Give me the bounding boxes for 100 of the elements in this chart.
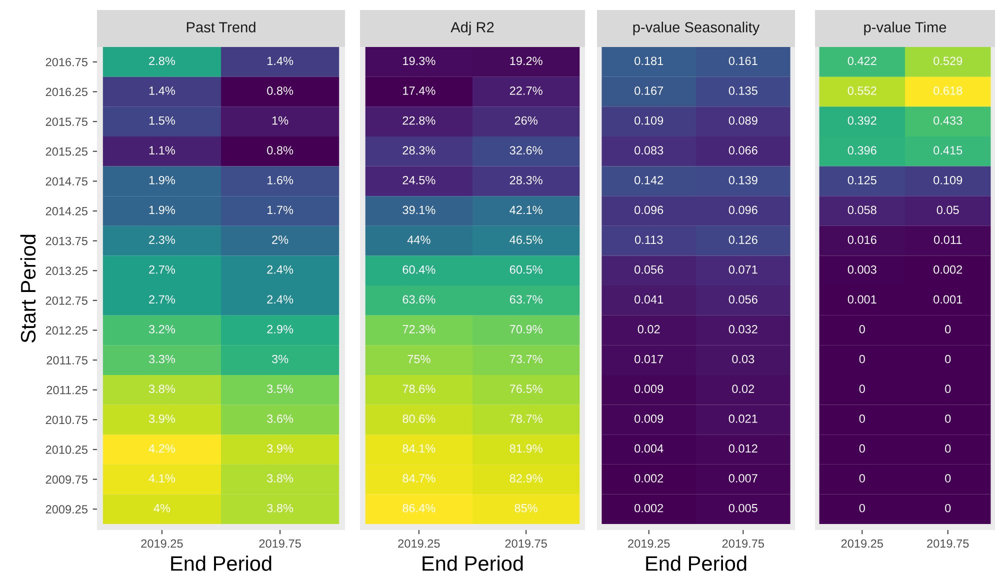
data-label: 63.6% — [402, 295, 436, 304]
data-label: 26% — [514, 116, 538, 125]
data-label: 3.9% — [148, 414, 175, 423]
data-label: 4.2% — [148, 444, 175, 453]
data-label: 0.017 — [634, 354, 664, 364]
data-label: 1.6% — [267, 176, 294, 184]
data-label: 1.7% — [267, 206, 294, 214]
y-tick-label: 2016.75 — [46, 58, 88, 66]
data-label: 0.02 — [638, 325, 660, 334]
data-label: 2.3% — [149, 236, 175, 244]
data-label: 60.5% — [510, 265, 542, 274]
data-label: 0.066 — [728, 146, 758, 155]
data-label: 0.009 — [634, 384, 664, 394]
y-tick-label: 2011.25 — [46, 386, 88, 394]
data-label: 17.4% — [403, 86, 436, 95]
x-tick-label: 2019.25 — [398, 539, 440, 548]
data-label: 1.1% — [149, 146, 175, 154]
x-axis-title: End Period — [171, 556, 272, 571]
data-label: 32.6% — [510, 146, 542, 155]
data-label: 0 — [945, 474, 951, 482]
data-label: 78.6% — [402, 384, 436, 394]
x-axis-title: End Period — [422, 556, 523, 571]
data-label: 0.552 — [848, 86, 876, 95]
data-label: 1.4% — [267, 56, 294, 66]
data-label: 28.3% — [402, 146, 436, 155]
data-label: 0.002 — [634, 504, 664, 512]
data-label: 0 — [945, 444, 951, 453]
data-label: 4.1% — [148, 474, 175, 482]
chart-title: Past Trend — [186, 22, 256, 32]
data-label: 2.7% — [149, 265, 175, 274]
data-label: 22.7% — [510, 86, 542, 95]
data-label: 0 — [945, 384, 951, 394]
data-label: 0 — [945, 414, 951, 423]
data-label: 3.8% — [267, 504, 294, 512]
data-label: 0.007 — [728, 474, 758, 482]
y-tick-label: 2011.75 — [46, 356, 88, 364]
data-label: 0.03 — [732, 354, 754, 364]
y-tick-label: 2015.75 — [46, 118, 88, 126]
data-label: 0.032 — [728, 325, 758, 334]
chart-title: p-value Seasonality — [633, 22, 760, 36]
data-label: 0.8% — [267, 86, 294, 95]
data-label: 46.5% — [510, 236, 542, 244]
data-label: 0.8% — [267, 146, 294, 155]
y-tick-label: 2012.25 — [46, 326, 88, 335]
y-tick-label: 2014.75 — [46, 177, 88, 186]
data-label: 3.2% — [148, 325, 175, 334]
data-label: 75% — [408, 354, 430, 364]
data-label: 1.4% — [149, 86, 175, 95]
y-tick-label: 2010.75 — [46, 416, 88, 424]
data-label: 0.083 — [634, 146, 664, 155]
data-label: 0.003 — [848, 265, 876, 274]
data-label: 0.002 — [634, 474, 664, 482]
data-label: 3% — [272, 354, 288, 364]
data-label: 81.9% — [510, 444, 542, 453]
data-label: 0.096 — [728, 206, 758, 214]
data-label: 42.1% — [510, 206, 542, 214]
data-label: 0.113 — [634, 236, 663, 244]
data-label: 39.1% — [402, 206, 436, 214]
data-label: 80.6% — [402, 414, 436, 423]
data-label: 0.058 — [848, 206, 876, 214]
data-label: 3.6% — [267, 414, 294, 423]
y-axis-title: Start Period — [20, 234, 36, 343]
data-label: 0 — [859, 414, 865, 423]
data-label: 24.5% — [402, 176, 436, 184]
data-label: 1.9% — [149, 206, 175, 214]
data-label: 0.109 — [934, 176, 962, 184]
y-tick-label: 2009.25 — [46, 505, 88, 514]
data-label: 0.167 — [634, 86, 664, 95]
data-label: 0.011 — [934, 236, 962, 244]
data-label: 0.392 — [848, 116, 876, 125]
data-label: 19.2% — [510, 56, 542, 66]
chart-title: p-value Time — [864, 22, 946, 36]
data-label: 19.3% — [403, 56, 436, 66]
data-label: 70.9% — [510, 325, 542, 334]
data-label: 0.142 — [634, 176, 664, 184]
data-label: 2.9% — [267, 325, 294, 334]
data-label: 0.089 — [728, 116, 758, 125]
data-label: 0.001 — [934, 295, 962, 304]
data-label: 0 — [859, 474, 865, 482]
data-label: 0.071 — [728, 265, 758, 274]
data-label: 0.422 — [848, 56, 876, 66]
y-tick-label: 2012.75 — [46, 296, 88, 305]
data-label: 0 — [945, 354, 951, 364]
data-label: 84.7% — [402, 474, 436, 482]
x-tick-label: 2019.75 — [927, 539, 969, 548]
data-label: 2.8% — [149, 56, 175, 66]
data-label: 82.9% — [510, 474, 542, 482]
x-tick-label: 2019.25 — [841, 539, 883, 548]
x-tick-label: 2019.25 — [141, 539, 183, 548]
data-label: 0.041 — [634, 295, 664, 304]
data-label: 0.056 — [634, 265, 664, 274]
data-label: 63.7% — [510, 295, 542, 304]
data-label: 0.001 — [848, 295, 876, 304]
x-axis-title: End Period — [646, 556, 746, 571]
data-label: 0.096 — [634, 206, 664, 214]
data-label: 22.8% — [402, 116, 436, 125]
data-label: 86.4% — [402, 504, 436, 512]
data-label: 0.396 — [848, 146, 876, 155]
y-tick-label: 2016.25 — [46, 88, 88, 96]
data-label: 0.109 — [634, 116, 664, 125]
